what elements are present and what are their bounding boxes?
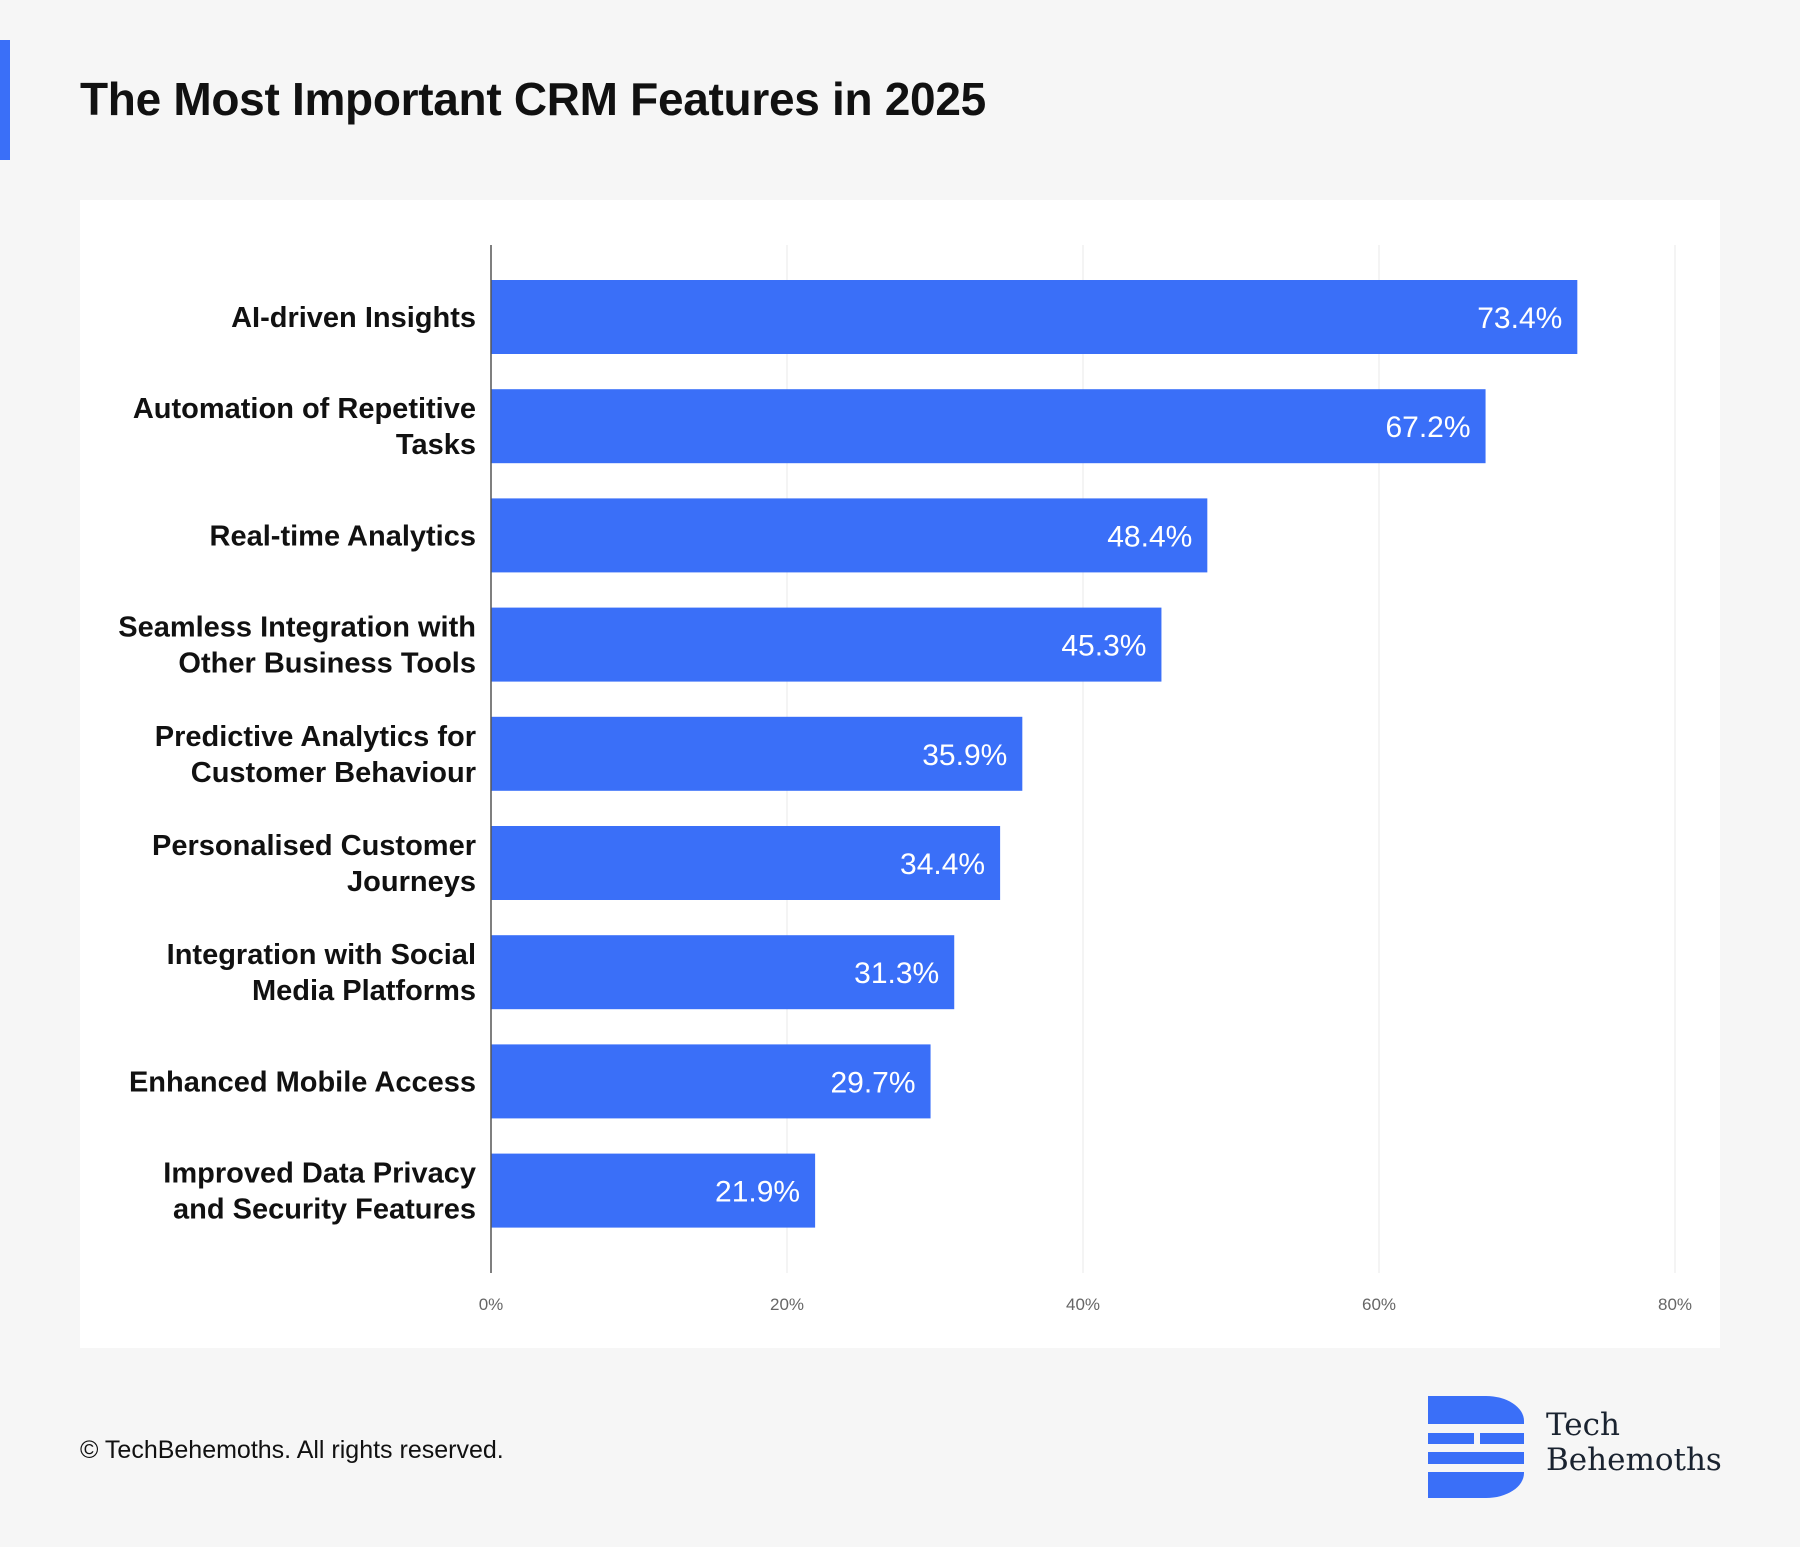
bar (491, 607, 1162, 682)
title-accent-bar (0, 40, 10, 160)
data-label: 21.9% (715, 1176, 800, 1209)
category-label: Seamless Integration with (118, 612, 476, 644)
data-label: 35.9% (922, 739, 1007, 772)
page-title: The Most Important CRM Features in 2025 (80, 73, 986, 125)
bar-chart: 0% 20% 40% 60% 80% 73.4% AI-driven Insights 67.… (118, 245, 1692, 1314)
bar (491, 935, 955, 1010)
category-label: Journeys (347, 866, 476, 898)
bar (491, 280, 1578, 354)
bar (491, 1153, 816, 1228)
category-label: Personalised Customer (152, 830, 476, 862)
x-tick-label: 40% (1066, 1295, 1100, 1314)
category-label: Real-time Analytics (210, 520, 476, 552)
bar (491, 826, 1001, 900)
bar (491, 389, 1486, 464)
brand-name-line1: Tech (1546, 1407, 1620, 1443)
category-label: Media Platforms (252, 975, 476, 1007)
data-label: 48.4% (1107, 520, 1192, 553)
data-label: 29.7% (830, 1066, 915, 1099)
data-label: 34.4% (900, 848, 985, 881)
bar (491, 498, 1208, 573)
brand-name: Tech Behemoths (1546, 1408, 1722, 1478)
x-tick-label: 80% (1658, 1295, 1692, 1314)
copyright-text: © TechBehemoths. All rights reserved. (80, 1436, 504, 1464)
category-label: Automation of Repetitive (133, 393, 476, 425)
category-label: Enhanced Mobile Access (129, 1066, 476, 1098)
x-tick-label: 0% (479, 1295, 504, 1314)
data-label: 31.3% (854, 957, 939, 990)
category-label: Improved Data Privacy (163, 1158, 476, 1190)
category-label: AI-driven Insights (231, 302, 476, 334)
data-label: 45.3% (1061, 630, 1146, 663)
data-label: 67.2% (1385, 411, 1470, 444)
x-tick-label: 60% (1362, 1295, 1396, 1314)
bar (491, 1044, 931, 1119)
category-label: Other Business Tools (178, 648, 476, 680)
brand-block: Tech Behemoths (1428, 1396, 1728, 1498)
brand-name-line2: Behemoths (1546, 1442, 1722, 1478)
category-label: Customer Behaviour (191, 757, 476, 789)
bar (491, 716, 1023, 791)
category-label: and Security Features (173, 1194, 476, 1226)
x-tick-label: 20% (770, 1295, 804, 1314)
category-label: Tasks (396, 429, 476, 461)
category-label: Integration with Social (167, 939, 476, 971)
chart-card: 0% 20% 40% 60% 80% 73.4% AI-driven Insights 67.… (80, 200, 1720, 1348)
data-label: 73.4% (1477, 302, 1562, 335)
techbehemoths-logo-icon (1428, 1396, 1524, 1498)
category-label: Predictive Analytics for (155, 721, 476, 753)
